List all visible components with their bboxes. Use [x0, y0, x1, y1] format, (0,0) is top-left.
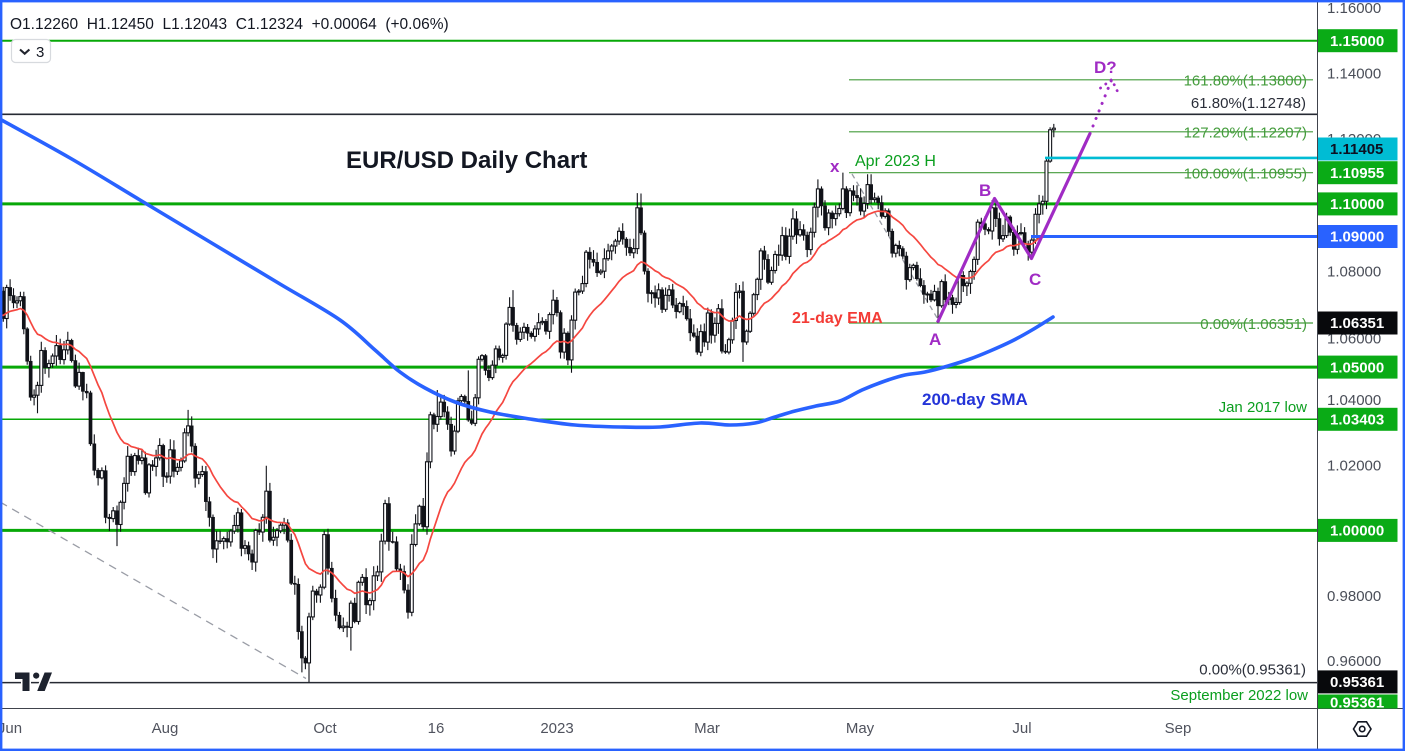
svg-text:1.14000: 1.14000: [1327, 66, 1381, 83]
svg-text:Apr 2023 H: Apr 2023 H: [855, 153, 936, 170]
svg-text:0.00%(0.95361): 0.00%(0.95361): [1199, 662, 1306, 679]
svg-text:1.16000: 1.16000: [1327, 0, 1381, 17]
svg-text:September 2022 low: September 2022 low: [1170, 687, 1308, 704]
svg-text:0.95361: 0.95361: [1330, 695, 1384, 712]
svg-text:0.00%(1.06351): 0.00%(1.06351): [1200, 316, 1307, 333]
svg-text:1.00000: 1.00000: [1330, 523, 1384, 540]
svg-text:Aug: Aug: [152, 720, 179, 737]
svg-text:1.03403: 1.03403: [1330, 412, 1384, 429]
svg-text:Jan 2017 low: Jan 2017 low: [1219, 399, 1308, 416]
svg-text:May: May: [846, 720, 875, 737]
svg-text:1.04000: 1.04000: [1327, 392, 1381, 409]
svg-text:127.20%(1.12207): 127.20%(1.12207): [1184, 125, 1307, 142]
svg-text:1.06351: 1.06351: [1330, 315, 1384, 332]
svg-text:1.02000: 1.02000: [1327, 457, 1381, 474]
svg-text:1.09000: 1.09000: [1330, 229, 1384, 246]
svg-text:Jul: Jul: [1012, 720, 1031, 737]
svg-text:2023: 2023: [540, 720, 573, 737]
svg-text:0.95361: 0.95361: [1330, 674, 1384, 691]
svg-text:100.00%(1.10955): 100.00%(1.10955): [1184, 165, 1307, 182]
svg-text:3: 3: [36, 44, 44, 61]
svg-text:EUR/USD Daily Chart: EUR/USD Daily Chart: [346, 147, 587, 174]
svg-text:1.08000: 1.08000: [1327, 263, 1381, 280]
svg-text:0.96000: 0.96000: [1327, 653, 1381, 670]
svg-text:21-day EMA: 21-day EMA: [792, 310, 883, 327]
svg-text:D?: D?: [1094, 58, 1117, 77]
svg-text:Mar: Mar: [694, 720, 720, 737]
svg-text:1.05000: 1.05000: [1330, 359, 1384, 376]
svg-text:Sep: Sep: [1165, 720, 1192, 737]
svg-text:1.11405: 1.11405: [1330, 141, 1383, 158]
svg-text:161.80%(1.13800): 161.80%(1.13800): [1184, 73, 1307, 90]
svg-text:Oct: Oct: [313, 720, 337, 737]
svg-text:1.10000: 1.10000: [1330, 196, 1384, 213]
svg-text:A: A: [929, 330, 941, 349]
svg-text:Jun: Jun: [0, 720, 22, 737]
svg-text:O1.12260 H1.12450 L1.12043: O1.12260 H1.12450 L1.12043 C1.12324 +0.0…: [10, 16, 449, 33]
svg-text:1.06000: 1.06000: [1327, 330, 1381, 347]
svg-text:61.80%(1.12748): 61.80%(1.12748): [1191, 95, 1306, 112]
svg-text:x: x: [830, 157, 840, 176]
svg-text:1.15000: 1.15000: [1330, 33, 1384, 50]
svg-text:B: B: [979, 181, 991, 200]
svg-text:1.10955: 1.10955: [1330, 165, 1384, 182]
svg-text:0.98000: 0.98000: [1327, 588, 1381, 605]
svg-text:200-day SMA: 200-day SMA: [922, 390, 1028, 409]
svg-text:C: C: [1029, 270, 1041, 289]
svg-text:16: 16: [428, 720, 445, 737]
